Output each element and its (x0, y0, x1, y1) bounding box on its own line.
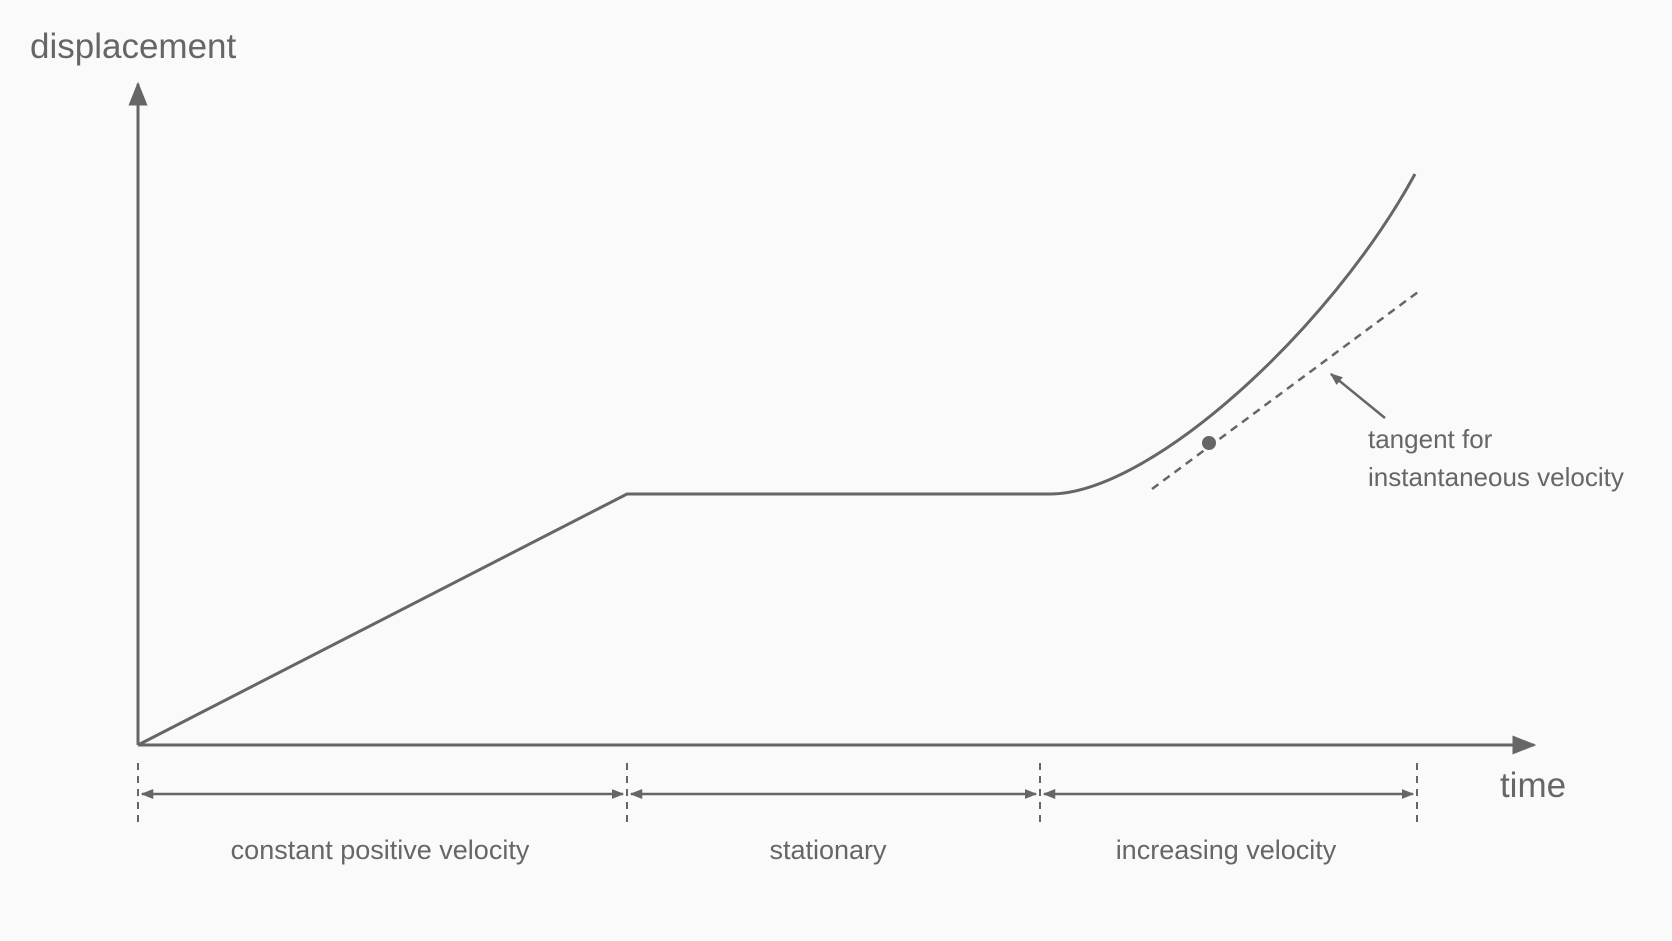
x-axis-label: time (1500, 766, 1566, 805)
segment-label: increasing velocity (1116, 835, 1337, 865)
annotation-arrow (1330, 373, 1386, 419)
displacement-curve (137, 173, 1417, 747)
segment-label: constant positive velocity (231, 835, 530, 865)
y-axis-label: displacement (30, 27, 236, 66)
segment-dividers (137, 763, 1418, 828)
segment-label: stationary (769, 835, 887, 865)
tangent-point (1202, 436, 1216, 450)
annotation-text: instantaneous velocity (1368, 462, 1624, 492)
annotation-text: tangent for (1368, 424, 1493, 454)
